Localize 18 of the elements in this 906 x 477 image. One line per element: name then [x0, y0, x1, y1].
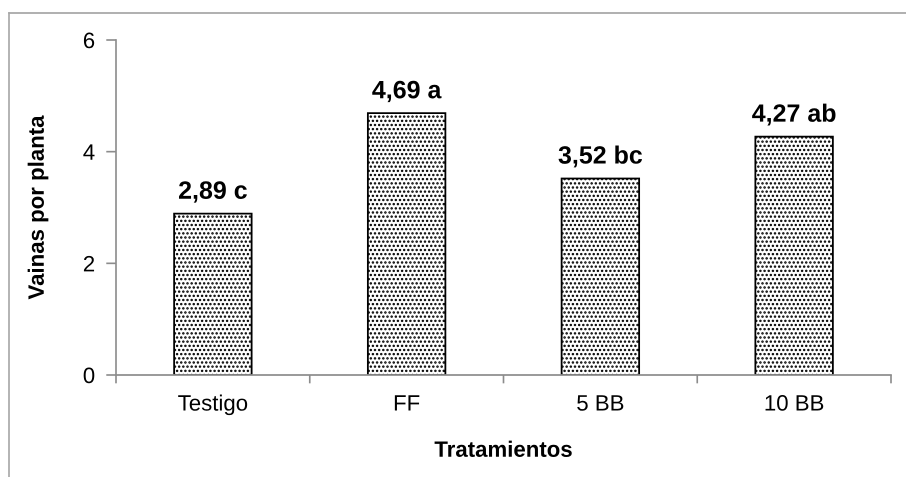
bar	[754, 136, 834, 375]
data-label: 4,69 a	[372, 80, 442, 102]
x-tick-label: 5 BB	[577, 395, 624, 411]
data-label: 4,27 ab	[752, 104, 836, 126]
x-tick-label: 10 BB	[766, 395, 824, 411]
y-tick-label: 6	[84, 32, 94, 48]
bar	[366, 112, 446, 375]
x-tick-label: Testigo	[178, 394, 248, 416]
bar	[560, 178, 640, 375]
y-tick-label: 0	[84, 368, 94, 384]
x-tick-label: FF	[394, 395, 420, 411]
y-tick-label: 2	[84, 256, 94, 272]
y-tick-label: 4	[83, 144, 95, 160]
bar	[173, 212, 253, 375]
x-axis-title: Tratamientos	[434, 440, 572, 457]
data-label: 3,52 bc	[558, 145, 642, 168]
data-label: 2,89 c	[178, 181, 247, 203]
y-axis-title: Vainas por planta	[28, 115, 48, 300]
